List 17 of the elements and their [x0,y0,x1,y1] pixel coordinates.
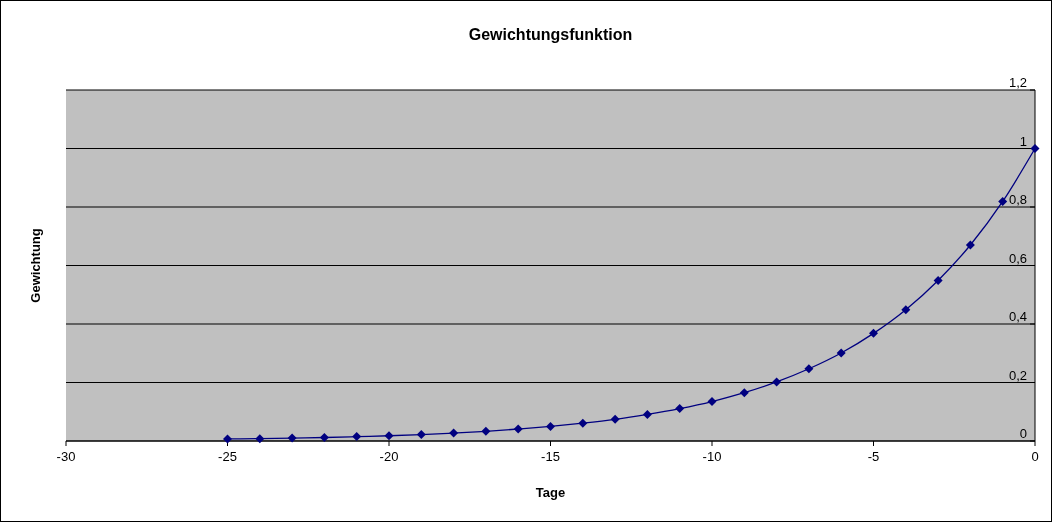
y-tick-label: 0,8 [1008,192,1027,207]
y-tick-label: 0,6 [1008,250,1027,266]
x-axis-title: Tage [535,485,566,500]
y-tick-label: 1 [1019,133,1027,149]
y-tick-label: 0 [1019,426,1027,441]
x-tick-label: -30 [56,449,76,464]
x-tick-label: -10 [702,449,722,464]
y-tick-label: 0,4 [1008,309,1027,324]
x-tick-label: 0 [1031,449,1039,464]
y-tick-label: 1,2 [1008,75,1027,90]
x-tick-label: -20 [379,449,399,464]
chart-title: Gewichtungsfunktion [468,26,633,43]
x-tick-label: -15 [541,449,560,464]
y-tick-label: 0,2 [1008,367,1027,383]
x-tick-label: -5 [867,449,880,464]
x-tick-label: -25 [218,449,237,464]
y-axis-title: Gewichtung [28,228,43,303]
